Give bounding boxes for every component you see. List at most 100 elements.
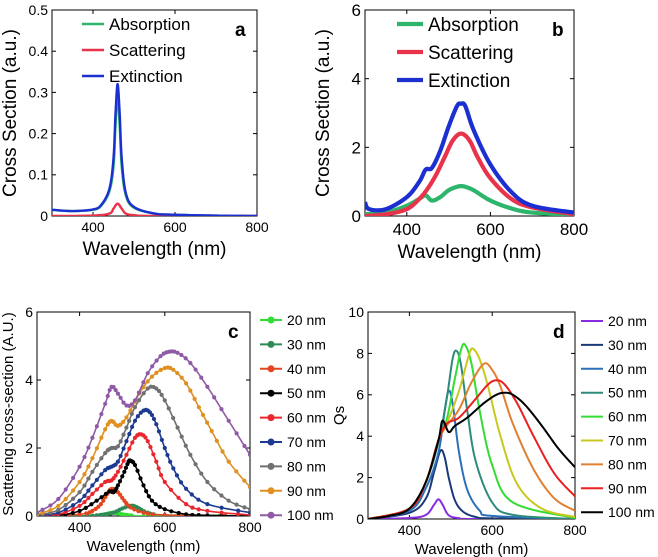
series-marker	[70, 510, 75, 516]
series-marker	[128, 505, 133, 510]
series-marker	[159, 437, 164, 442]
series-marker	[90, 469, 95, 474]
series-marker	[148, 444, 153, 450]
series-marker	[234, 469, 239, 474]
series-marker	[162, 398, 167, 403]
series-marker	[123, 465, 129, 470]
legend-label: 90 nm	[608, 480, 647, 496]
series-line-extinction	[52, 82, 257, 216]
series-marker	[157, 504, 162, 509]
series-line-absorption	[52, 95, 257, 216]
series-marker	[99, 411, 104, 417]
x-axis-label: Wavelength (nm)	[398, 242, 542, 263]
y-tick-label: 4	[25, 372, 33, 388]
legend-label: 30 nm	[608, 337, 647, 353]
series-line-70-nm	[368, 347, 575, 519]
series-marker	[209, 428, 214, 434]
legend-marker	[267, 438, 275, 446]
series-marker	[136, 390, 142, 395]
series-marker	[90, 456, 95, 461]
series-marker	[115, 444, 121, 449]
series-marker	[188, 452, 193, 457]
series-marker	[129, 411, 134, 417]
series-marker	[94, 487, 99, 492]
series-marker	[128, 408, 133, 413]
series-marker	[103, 451, 108, 456]
series-marker	[71, 503, 76, 508]
legend-label: 80 nm	[608, 456, 647, 472]
series-marker	[117, 492, 123, 497]
series-line-extinction	[365, 101, 574, 215]
series-marker	[184, 512, 189, 516]
series-marker	[121, 400, 126, 405]
series-marker	[82, 499, 87, 505]
series-marker	[184, 502, 189, 507]
series-marker	[94, 477, 99, 482]
series-marker	[63, 507, 68, 512]
series-marker	[103, 491, 109, 496]
y-tick-label: 0	[352, 207, 361, 226]
series-marker	[226, 459, 231, 464]
series-marker	[156, 466, 161, 471]
series-marker	[146, 494, 151, 499]
legend-label: Absorption	[428, 15, 519, 36]
series-marker	[204, 420, 210, 425]
series-marker	[171, 466, 176, 471]
legend-marker	[267, 340, 275, 348]
panel-label: c	[228, 322, 239, 343]
series-marker	[117, 479, 123, 484]
x-axis-label: Wavelength (nm)	[83, 239, 227, 260]
series-marker	[77, 464, 82, 469]
series-marker	[205, 479, 210, 485]
legend-label: 80 nm	[287, 458, 326, 474]
series-marker	[196, 405, 201, 410]
y-tick-label: 0.4	[29, 43, 49, 59]
series-marker	[162, 512, 167, 516]
series-marker	[219, 510, 224, 515]
series-line-100-nm	[368, 391, 575, 519]
legend-label: 40 nm	[608, 361, 647, 377]
y-tick-label: 0.1	[29, 167, 49, 183]
series-marker	[150, 512, 155, 516]
series-marker	[145, 379, 150, 384]
series-marker	[200, 412, 206, 417]
series-marker	[103, 427, 108, 432]
series-marker	[71, 488, 76, 493]
series-marker	[176, 510, 181, 516]
y-tick-label: 0.3	[29, 84, 49, 100]
series-marker	[205, 513, 210, 516]
series-line-100-nm	[37, 350, 250, 514]
series-marker	[174, 473, 180, 478]
series-marker	[135, 468, 140, 473]
series-marker	[56, 496, 61, 502]
series-marker	[234, 502, 239, 507]
series-marker	[89, 502, 94, 507]
series-marker	[145, 386, 150, 391]
series-marker	[90, 435, 95, 440]
series-marker	[141, 380, 146, 385]
series-marker	[63, 487, 68, 492]
y-tick-label: 4	[352, 70, 361, 89]
y-tick-label: 10	[348, 304, 364, 320]
series-marker	[56, 507, 61, 512]
series-marker	[132, 418, 138, 423]
series-marker	[84, 511, 89, 516]
series-marker	[219, 493, 224, 498]
series-marker	[94, 498, 99, 503]
series-marker	[115, 459, 121, 464]
series-marker	[111, 385, 116, 390]
series-marker	[212, 487, 217, 492]
series-marker	[135, 414, 140, 419]
series-marker	[183, 356, 188, 361]
legend-label: 40 nm	[287, 361, 326, 377]
series-marker	[153, 502, 158, 507]
series-marker	[94, 424, 99, 429]
series-marker	[242, 505, 247, 510]
series-marker	[154, 422, 159, 427]
panel-label: b	[552, 20, 564, 41]
series-line-70-nm	[37, 409, 250, 516]
series-marker	[193, 367, 198, 372]
legend-label: 30 nm	[287, 336, 326, 352]
series-marker	[94, 446, 99, 451]
